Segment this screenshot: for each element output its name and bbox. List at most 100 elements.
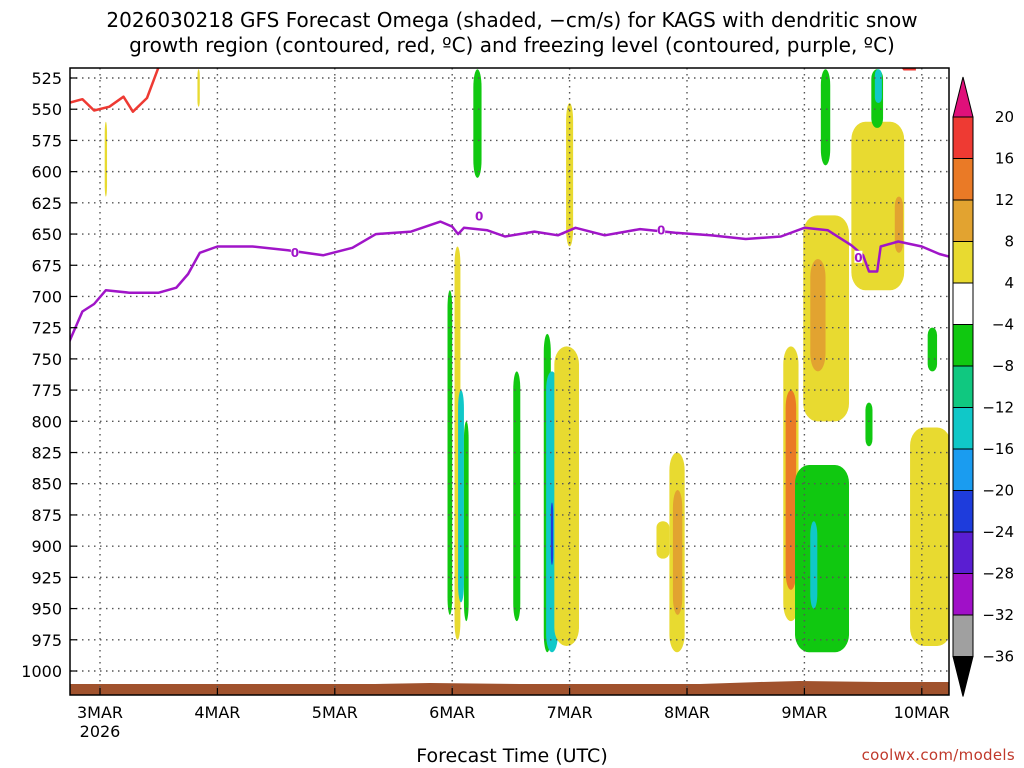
x-tick-label: 5MAR [312, 703, 358, 722]
omega-region [795, 465, 850, 653]
x-tick-label: 10MAR [894, 703, 950, 722]
omega-region [927, 327, 938, 372]
y-tick-label: 675 [31, 256, 62, 275]
omega-shading-layer [70, 69, 949, 695]
x-axis-label: Forecast Time (UTC) [416, 745, 608, 767]
colorbar-swatch [952, 199, 974, 242]
y-tick-label: 575 [31, 131, 62, 150]
omega-region [874, 69, 882, 103]
y-tick-label: 725 [31, 319, 62, 338]
omega-region [447, 290, 453, 615]
colorbar-tick-label: −8 [992, 357, 1014, 375]
omega-region [785, 390, 797, 590]
colorbar-tick-label: −4 [992, 316, 1014, 334]
colorbar-swatch [952, 76, 974, 118]
omega-region [458, 390, 464, 603]
colorbar-tick-label: 12 [995, 191, 1014, 209]
x-tick-label: 6MAR [429, 703, 475, 722]
colorbar-swatch [952, 116, 974, 159]
y-tick-label: 975 [31, 631, 62, 650]
colorbar-swatch [952, 158, 974, 201]
colorbar-swatch [952, 324, 974, 367]
y-tick-label: 900 [31, 537, 62, 556]
freezing-level-contour [70, 220, 949, 344]
grid-lines [70, 68, 949, 695]
y-tick-label: 750 [31, 350, 62, 369]
y-tick-label: 950 [31, 600, 62, 619]
colorbar-swatch [952, 407, 974, 450]
y-tick-label: 775 [31, 381, 62, 400]
x-tick-label: 9MAR [781, 703, 827, 722]
y-tick-label: 850 [31, 475, 62, 494]
x-tick-label: 3MAR [77, 703, 123, 722]
colorbar-swatch [952, 448, 974, 491]
chart-title-line-1: 2026030218 GFS Forecast Omega (shaded, −… [106, 8, 918, 32]
contour-label-bg [854, 250, 863, 263]
colorbar-tick-label: −24 [982, 523, 1014, 541]
omega-region [910, 427, 949, 647]
omega-region [810, 259, 826, 372]
omega-region [820, 69, 831, 166]
colorbar-swatch [952, 531, 974, 574]
omega-region [554, 346, 579, 647]
omega-region [566, 102, 574, 247]
colorbar-tick-label: −36 [982, 648, 1014, 666]
contour-label: 0 [657, 223, 665, 237]
colorbar-tick-label: 4 [1004, 274, 1014, 292]
contour-layer: 0 0 0 0 [70, 68, 949, 344]
y-tick-label: 1000 [21, 662, 62, 681]
omega-region [473, 69, 482, 178]
contour-label-bg [290, 245, 299, 258]
x-tick-label: 4MAR [194, 703, 240, 722]
omega-region [463, 421, 469, 622]
contour-label: 0 [475, 210, 483, 224]
contour-label-bg [657, 223, 666, 236]
colorbar-swatch [952, 241, 974, 284]
omega-region [865, 402, 873, 447]
omega-region [513, 371, 521, 622]
colorbar-swatch [952, 573, 974, 616]
omega-region [550, 502, 554, 565]
contour-label: 0 [854, 251, 862, 265]
plot-frame [69, 67, 950, 696]
omega-region [894, 196, 904, 253]
y-tick-label: 875 [31, 506, 62, 525]
y-tick-label: 525 [31, 69, 62, 88]
omega-region [104, 121, 108, 197]
y-tick-label: 700 [31, 287, 62, 306]
y-tick-label: 825 [31, 444, 62, 463]
colorbar-tick-label: 8 [1004, 233, 1014, 251]
dendritic-growth-contour [70, 68, 160, 113]
credit-link[interactable]: coolwx.com/models [861, 746, 1015, 764]
x-tick-year: 2026 [80, 722, 121, 741]
colorbar-tick-label: −28 [982, 565, 1014, 583]
axes: 525 550 575 600 625 650 675 700 725 750 775 800 825 8… [21, 67, 950, 741]
colorbar-swatch [952, 656, 974, 697]
colorbar-swatch [952, 365, 974, 408]
colorbar-tick-label: −20 [982, 482, 1014, 500]
dendritic-growth-contour [901, 68, 916, 71]
x-tick-label: 8MAR [664, 703, 710, 722]
omega-region [656, 521, 670, 559]
colorbar-swatch [952, 614, 974, 657]
omega-colorbar: 20 16 12 8 4 −4 −8 −12 −16 −20 −24 −28 −32 −36 [952, 76, 1014, 697]
y-tick-label: 550 [31, 100, 62, 119]
omega-region [851, 121, 905, 291]
colorbar-swatch [952, 282, 974, 325]
colorbar-swatch [952, 490, 974, 533]
y-tick-label: 925 [31, 568, 62, 587]
omega-region [810, 521, 818, 609]
colorbar-tick-label: 16 [995, 150, 1014, 168]
contour-label-bg [475, 209, 484, 222]
colorbar-tick-label: 20 [995, 108, 1014, 126]
colorbar-tick-label: −12 [982, 399, 1014, 417]
chart-title-line-2: growth region (contoured, red, ºC) and f… [129, 33, 895, 57]
x-tick-label: 7MAR [547, 703, 593, 722]
colorbar-tick-label: −32 [982, 606, 1014, 624]
y-tick-label: 625 [31, 194, 62, 213]
omega-region [672, 489, 683, 615]
y-tick-label: 600 [31, 163, 62, 182]
y-tick-label: 650 [31, 225, 62, 244]
y-tick-label: 800 [31, 412, 62, 431]
